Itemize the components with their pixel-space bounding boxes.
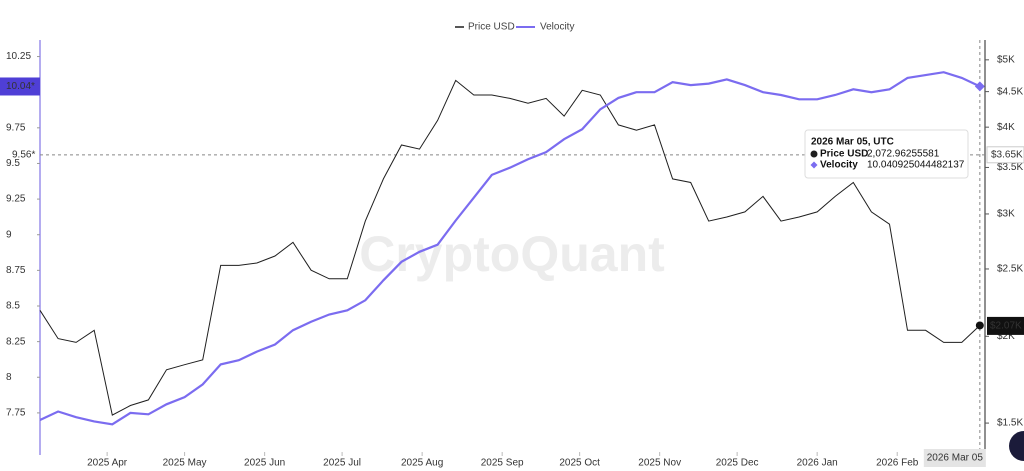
- x-tick-label: 2026 Feb: [876, 458, 919, 469]
- tooltip-value: 2,072.96255581: [867, 149, 940, 160]
- y-tick-label: 8.25: [6, 336, 26, 347]
- y2-badge-label: $2.07K: [990, 321, 1022, 332]
- y-tick-label: 8.5: [6, 301, 20, 312]
- y-tick-label: 10.25: [6, 51, 31, 62]
- y-badge: [0, 77, 40, 96]
- crosshair-y2-box: [986, 146, 1024, 164]
- series-line: [39, 79, 981, 416]
- y2-tick-label: $1.5K: [997, 418, 1023, 429]
- y2-badge: [987, 316, 1024, 335]
- y2-tick-label: $3K: [997, 209, 1015, 220]
- x-tick-label: 2025 Sep: [481, 458, 524, 469]
- y2-tick-label: $4.5K: [997, 86, 1023, 97]
- y-badge-label: 10.04*: [6, 81, 35, 92]
- y-tick-label: 8: [6, 372, 12, 383]
- tooltip-velocity-icon: [810, 161, 818, 169]
- y-tick-label: 7.75: [6, 408, 26, 419]
- tooltip-price-icon: [810, 150, 818, 158]
- tooltip-name: Price USD: [820, 149, 868, 160]
- x-tick-label: 2025 Oct: [559, 458, 600, 469]
- crosshair-x-label: 2026 Mar 05: [927, 453, 984, 464]
- y-tick-label: 9.25: [6, 194, 26, 205]
- tooltip-value: 10.040925044482137: [867, 160, 965, 171]
- crosshair-y-label: 9.56*: [12, 150, 35, 161]
- y2-tick-label: $2K: [997, 331, 1015, 342]
- velocity-end-marker: [974, 81, 985, 92]
- y-tick-label: 9.75: [6, 122, 26, 133]
- legend-label: Velocity: [540, 22, 574, 33]
- y2-tick-label: $5K: [997, 54, 1015, 65]
- y2-tick-label: $3.5K: [997, 162, 1023, 173]
- tooltip-title: 2026 Mar 05, UTC: [811, 137, 894, 148]
- price-end-marker: [975, 321, 984, 330]
- y-tick-label: 9.5: [6, 158, 20, 169]
- crosshair-y2-label: $3.65K: [991, 149, 1023, 160]
- watermark: CryptoQuant: [359, 226, 665, 282]
- crosshair-x-box: [923, 449, 986, 467]
- tooltip-name: Velocity: [820, 160, 858, 171]
- y2-tick-label: $2.5K: [997, 264, 1023, 275]
- x-tick-label: 2025 Jul: [323, 458, 361, 469]
- x-tick-label: 2026 Jan: [797, 458, 838, 469]
- x-tick-label: 2025 Dec: [716, 458, 759, 469]
- x-tick-label: 2025 Aug: [401, 458, 443, 469]
- x-tick-label: 2025 Jun: [244, 458, 285, 469]
- x-tick-label: 2025 May: [163, 458, 207, 469]
- x-tick-label: 2025 Apr: [87, 458, 128, 469]
- help-button[interactable]: [1009, 431, 1024, 461]
- y2-tick-label: $4K: [997, 122, 1015, 133]
- tooltip-box: [804, 129, 969, 179]
- legend-label: Price USD: [468, 22, 515, 33]
- y-tick-label: 9: [6, 229, 12, 240]
- legend: Price USD Velocity: [455, 22, 574, 33]
- x-tick-label: 2025 Nov: [638, 458, 681, 469]
- series-line: [39, 71, 981, 426]
- y-tick-label: 8.75: [6, 265, 26, 276]
